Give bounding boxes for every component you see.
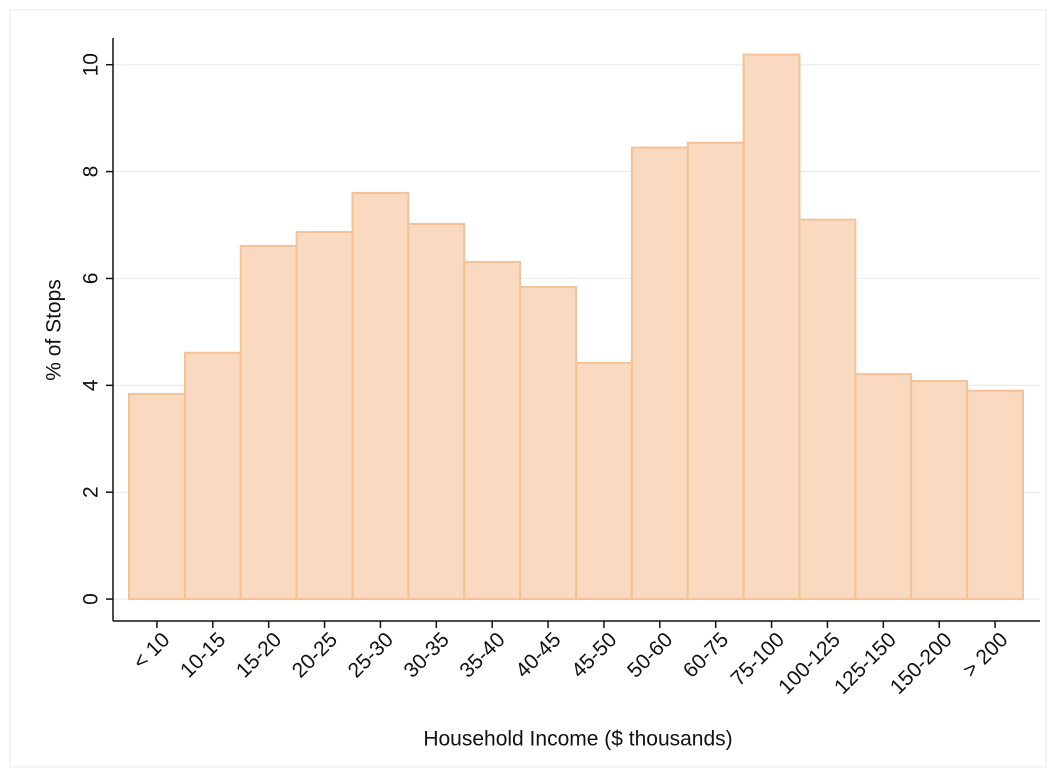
bar	[295, 230, 354, 601]
y-axis-label: % of Stops	[43, 279, 66, 381]
y-tick-label: 0	[80, 593, 103, 605]
bar	[183, 351, 242, 601]
x-tick-label: 60-75	[679, 628, 733, 682]
bar	[798, 218, 857, 601]
bar	[239, 244, 298, 601]
bar	[742, 53, 801, 601]
x-tick-label: 25-30	[344, 628, 398, 682]
x-tick-label: 35-40	[455, 628, 509, 682]
y-tick-label: 4	[80, 379, 103, 391]
x-tick-label: 150-200	[886, 628, 957, 699]
x-tick-label: 40-45	[511, 628, 565, 682]
x-tick-label: > 200	[959, 628, 1013, 682]
bar	[910, 380, 969, 601]
bar	[519, 286, 577, 601]
y-tick-label: 2	[80, 486, 103, 498]
x-tick-label: 20-25	[288, 628, 342, 682]
x-tick-label: 45-50	[567, 628, 621, 682]
x-tick-label: 30-35	[400, 628, 454, 682]
x-tick-label: 15-20	[232, 628, 286, 682]
y-tick-label: 10	[80, 53, 103, 76]
x-tick-label: < 10	[129, 628, 175, 674]
x-tick-label: 10-15	[176, 628, 230, 682]
bar	[630, 146, 689, 601]
bar	[575, 361, 633, 601]
y-tick-label: 8	[80, 166, 103, 178]
y-tick-label: 6	[80, 273, 103, 285]
bar	[854, 373, 913, 601]
bar	[407, 222, 466, 601]
x-axis-label: Household Income ($ thousands)	[423, 728, 732, 751]
x-tick-label: 50-60	[623, 628, 677, 682]
bar	[686, 141, 745, 601]
bar	[463, 260, 522, 601]
bar	[966, 389, 1024, 601]
bar	[128, 392, 186, 601]
frame	[9, 9, 1047, 768]
bar	[351, 191, 410, 601]
